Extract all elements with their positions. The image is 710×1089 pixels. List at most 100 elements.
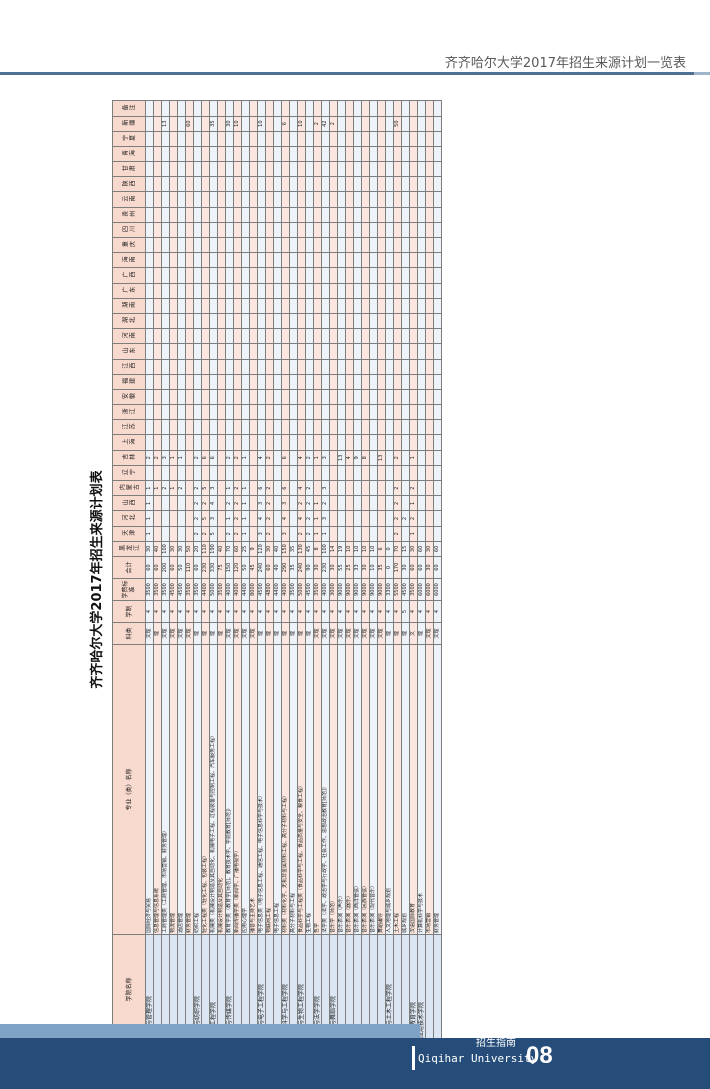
province-quota-cell	[337, 404, 346, 420]
province-quota-cell	[361, 435, 370, 451]
province-quota-cell	[257, 267, 266, 284]
remark-cell	[177, 100, 186, 117]
province-quota-cell: 1	[145, 495, 154, 511]
province-quota-cell	[433, 374, 442, 390]
province-quota-cell	[401, 283, 410, 299]
province-quota-cell	[321, 435, 330, 451]
province-quota-cell	[393, 328, 402, 344]
province-quota-cell	[217, 267, 226, 284]
tuition-cell: 8000	[249, 578, 258, 601]
province-quota-cell	[353, 328, 362, 344]
total-cell: 75	[217, 556, 226, 579]
province-quota-cell	[401, 222, 410, 238]
tuition-cell: 3500	[193, 578, 202, 601]
province-quota-cell	[377, 176, 386, 192]
years-cell: 4	[201, 600, 210, 623]
province-quota-cell	[409, 404, 418, 420]
province-quota-cell: 4	[281, 510, 290, 527]
province-quota-cell: 2	[265, 510, 274, 527]
province-quota-cell	[241, 222, 250, 238]
tuition-cell: 6000	[425, 578, 434, 601]
major-cell: 计算机科学与技术	[417, 644, 426, 935]
province-quota-cell	[201, 237, 210, 253]
province-quota-cell	[161, 237, 170, 253]
province-quota-cell	[281, 161, 290, 177]
province-quota-cell	[249, 176, 258, 192]
page-footer	[0, 1038, 710, 1089]
province-quota-cell	[417, 450, 426, 466]
province-quota-cell	[289, 510, 298, 527]
province-quota-cell	[313, 252, 322, 268]
province-quota-cell	[273, 374, 282, 390]
province-quota-cell: 3	[257, 495, 266, 511]
years-cell: 4	[337, 600, 346, 623]
province-quota-cell	[289, 526, 298, 542]
province-quota-cell	[273, 495, 282, 511]
province-quota-cell	[369, 313, 378, 329]
province-quota-cell: 2	[233, 480, 242, 496]
years-cell: 4	[385, 600, 394, 623]
province-quota-cell	[241, 131, 250, 147]
province-quota-cell	[217, 465, 226, 481]
province-quota-cell	[257, 465, 266, 481]
province-quota-cell	[361, 313, 370, 329]
province-quota-cell: 120	[257, 541, 266, 557]
document-title: 齐齐哈尔大学2017年招生来源计划表	[90, 470, 105, 689]
province-quota-cell	[249, 465, 258, 481]
province-quota-cell	[265, 298, 274, 314]
province-quota-cell	[289, 374, 298, 390]
province-quota-cell	[177, 526, 186, 542]
category-cell: 理	[289, 622, 298, 645]
province-quota-cell	[353, 343, 362, 360]
province-quota-cell	[345, 237, 354, 253]
province-quota-cell	[313, 176, 322, 192]
tuition-cell: 3500	[289, 578, 298, 601]
province-quota-cell	[305, 419, 314, 435]
years-cell: 4	[321, 600, 330, 623]
province-quota-cell: 1	[241, 510, 250, 527]
province-quota-cell	[265, 176, 274, 192]
province-quota-cell	[313, 480, 322, 496]
remark-cell	[393, 100, 402, 117]
major-cell: 物联网工程	[265, 644, 274, 935]
province-quota-cell	[329, 526, 338, 542]
years-cell: 4	[393, 600, 402, 623]
province-quota-cell	[353, 161, 362, 177]
province-quota-cell	[297, 359, 306, 375]
province-quota-cell: 150	[281, 541, 290, 557]
province-quota-cell	[345, 435, 354, 451]
province-quota-cell	[145, 359, 154, 375]
province-quota-cell	[225, 252, 234, 268]
province-quota-cell	[353, 283, 362, 299]
table-row: 应用技术学院 计算机科学与技术理 4 6000 60 60	[417, 100, 426, 1045]
tuition-cell: 5500	[393, 578, 402, 601]
total-cell: 60	[409, 556, 418, 579]
province-quota-cell	[185, 313, 194, 329]
province-quota-cell	[361, 252, 370, 268]
province-quota-cell	[225, 389, 234, 405]
province-quota-cell: 4	[257, 450, 266, 466]
province-quota-cell	[193, 374, 202, 390]
province-quota-cell	[217, 116, 226, 132]
province-quota-cell	[345, 267, 354, 284]
province-quota-cell: 1	[153, 480, 162, 496]
major-cell: 国际经济与贸易	[145, 644, 154, 935]
province-quota-cell	[153, 359, 162, 375]
province-quota-cell	[209, 404, 218, 420]
province-quota-cell	[217, 374, 226, 390]
major-cell: 电子信息类（电子信息工程、通信工程、电子信息科学与技术）	[257, 644, 266, 935]
province-quota-cell: 3	[321, 510, 330, 527]
province-quota-cell	[353, 116, 362, 132]
province-quota-cell	[225, 419, 234, 435]
header-province: 陕西	[112, 176, 146, 192]
province-quota-cell	[337, 192, 346, 208]
province-quota-cell	[313, 283, 322, 299]
province-quota-cell	[161, 435, 170, 451]
province-quota-cell	[337, 161, 346, 177]
province-quota-cell	[209, 374, 218, 390]
province-quota-cell	[337, 465, 346, 481]
major-cell: 音乐学（师范）	[329, 644, 338, 935]
province-quota-cell	[241, 252, 250, 268]
category-cell: 文理	[353, 622, 362, 645]
province-quota-cell	[377, 465, 386, 481]
